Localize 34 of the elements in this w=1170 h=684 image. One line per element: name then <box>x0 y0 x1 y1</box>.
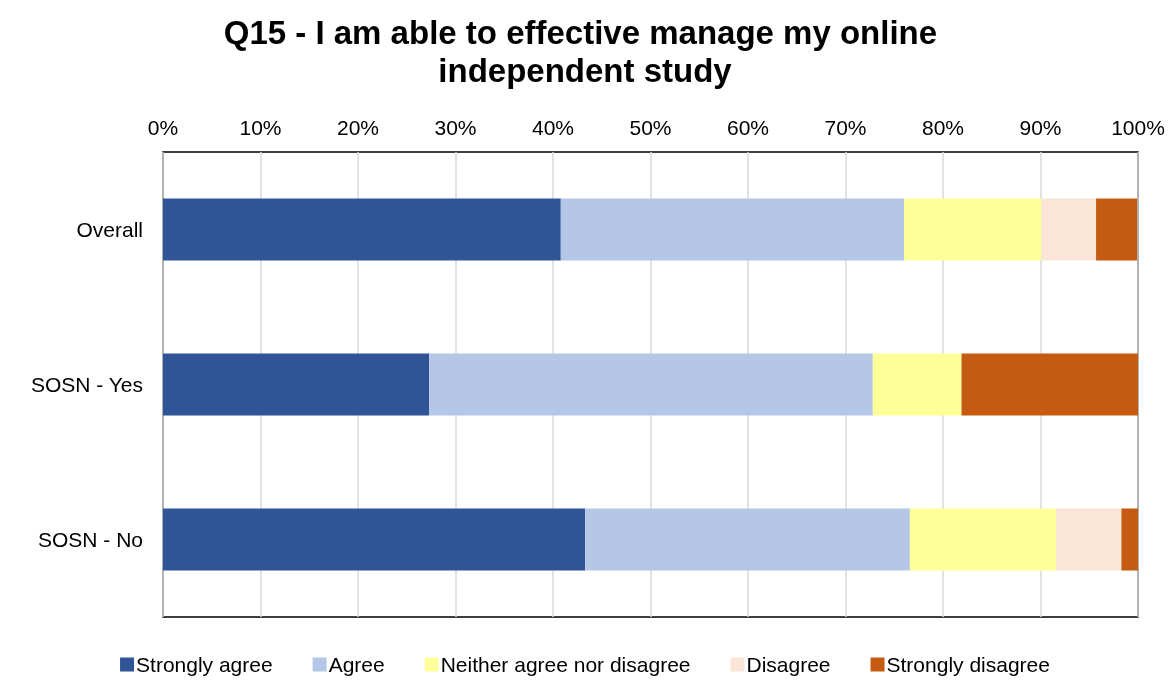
bar <box>163 508 586 571</box>
x-tick-label: 50% <box>629 116 672 139</box>
x-tick-label: 90% <box>1019 116 1062 139</box>
bar <box>1096 198 1138 261</box>
y-tick-label: SOSN - Yes <box>30 373 143 396</box>
x-tick-label: 30% <box>434 116 477 139</box>
bar <box>163 353 430 416</box>
chart-title: Q15 - I am able to effective manage my online independent study <box>223 13 947 89</box>
y-tick-label: Overall <box>76 218 143 241</box>
bar <box>1121 508 1138 571</box>
legend-label: Strongly disagree <box>886 653 1050 676</box>
x-tick-label: 20% <box>336 116 380 139</box>
legend-label: Agree <box>328 653 385 676</box>
bar <box>961 353 1138 416</box>
x-tick-label: 10% <box>239 116 282 139</box>
legend-label: Strongly agree <box>136 653 273 676</box>
legend-label: Neither agree nor disagree <box>440 653 691 676</box>
bar <box>872 353 962 416</box>
bar <box>1056 508 1122 571</box>
x-tick-label: 70% <box>824 116 867 139</box>
y-tick-label: SOSN - No <box>37 528 143 551</box>
legend-label: Disagree <box>746 653 831 676</box>
x-tick-label: 100% <box>1111 116 1165 139</box>
x-tick-label: 40% <box>531 116 575 139</box>
x-tick-label: 0% <box>147 116 179 139</box>
bar <box>429 353 873 416</box>
bar <box>1041 198 1097 261</box>
bar <box>163 198 561 261</box>
bar <box>904 198 1042 261</box>
bar <box>909 508 1057 571</box>
bar <box>585 508 910 571</box>
x-tick-label: 80% <box>921 116 965 139</box>
bar <box>560 198 904 261</box>
x-tick-label: 60% <box>726 116 770 139</box>
